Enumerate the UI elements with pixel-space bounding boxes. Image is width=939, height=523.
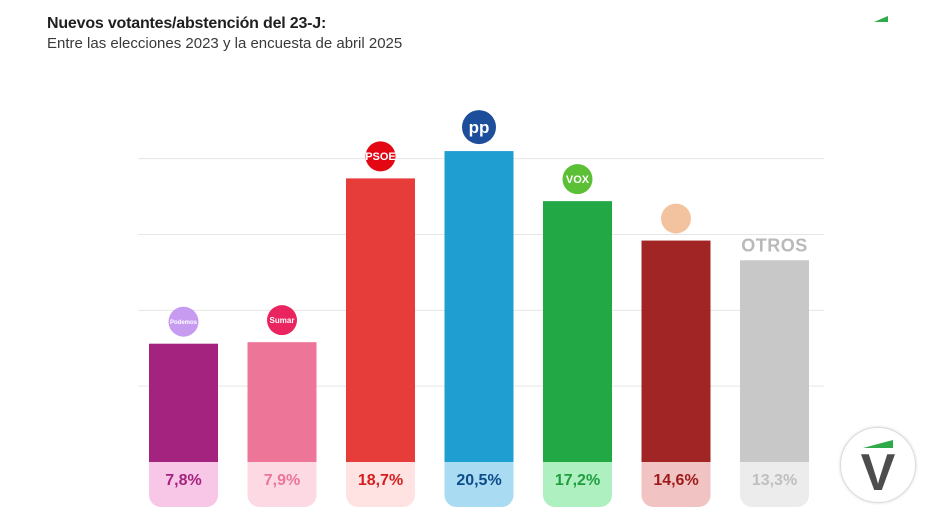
brand-v-icon: V xyxy=(861,440,896,502)
bar-6 xyxy=(740,260,809,462)
value-label-bg-top-1 xyxy=(247,462,317,476)
party-logo-icon-4 xyxy=(562,164,593,195)
logo-label-2: PSOE xyxy=(365,151,396,163)
party-logo-icon-5 xyxy=(661,203,691,234)
value-label-3: 20,5% xyxy=(456,472,501,489)
brand-letter: V xyxy=(861,444,896,502)
value-label-6: 13,3% xyxy=(752,472,797,489)
value-label-bg-top-0 xyxy=(149,462,218,476)
chart-title: Nuevos votantes/abstención del 23-J: xyxy=(47,15,327,32)
logo-label-4: VOX xyxy=(566,174,590,186)
value-label-2: 18,7% xyxy=(358,472,403,489)
party-logo-icon-2 xyxy=(365,141,396,172)
bar-5 xyxy=(641,240,711,462)
value-label-0: 7,8% xyxy=(165,472,201,489)
value-label-bg-top-2 xyxy=(346,462,415,476)
bar-0 xyxy=(149,343,218,462)
value-label-5: 14,6% xyxy=(653,472,698,489)
value-label-1: 7,9% xyxy=(264,472,300,489)
corner-accent-icon xyxy=(874,16,888,22)
value-label-bg-top-6 xyxy=(740,462,809,476)
value-label-bg-top-4 xyxy=(543,462,612,476)
bar-1 xyxy=(247,342,317,462)
party-logo-icon-0 xyxy=(168,306,199,337)
party-logo-icon-3 xyxy=(462,110,496,145)
value-label-4: 17,2% xyxy=(555,472,600,489)
value-label-bg-top-3 xyxy=(444,462,514,476)
logo-label-6: OTROS xyxy=(741,235,808,255)
bar-2 xyxy=(346,178,415,462)
logo-label-1: Sumar xyxy=(270,316,295,325)
bar-3 xyxy=(444,151,514,463)
logo-label-3: pp xyxy=(469,118,490,137)
bar-4 xyxy=(543,201,612,462)
value-label-bg-top-5 xyxy=(641,462,711,476)
brand-logo: V xyxy=(840,427,916,503)
chart-subtitle: Entre las elecciones 2023 y la encuesta … xyxy=(47,35,403,52)
party-logo-icon-1 xyxy=(267,305,297,336)
logo-label-0: Podemos xyxy=(170,320,198,326)
